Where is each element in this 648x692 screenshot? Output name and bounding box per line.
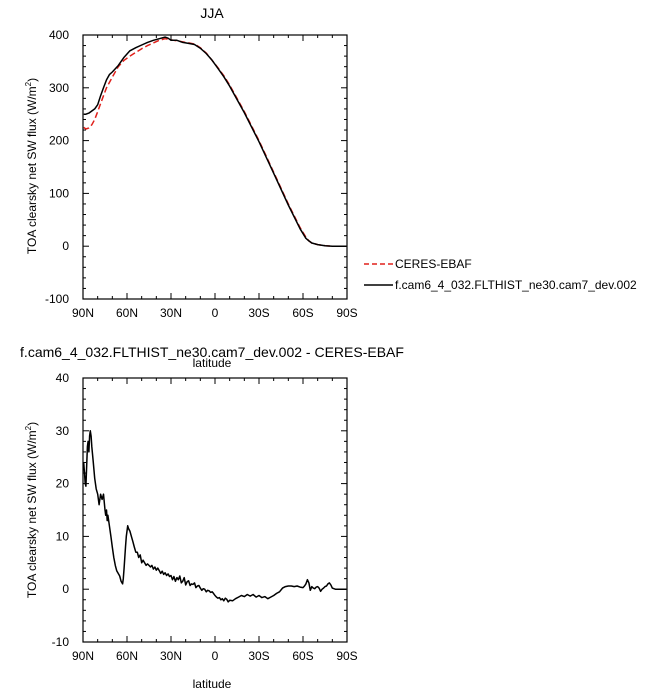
x-axis-label: latitude: [193, 356, 232, 370]
y-tick-label: 40: [56, 371, 70, 385]
x-tick-label: 0: [212, 649, 219, 663]
x-tick-label: 30N: [160, 306, 182, 320]
y-tick-label: 0: [62, 239, 69, 253]
y-tick-label: 10: [56, 529, 70, 543]
x-tick-label: 60N: [116, 306, 138, 320]
y-tick-label: 100: [49, 186, 69, 200]
x-tick-label: 0: [212, 306, 219, 320]
y-axis-label-end: ): [25, 422, 39, 426]
y-axis-label: TOA clearsky net SW flux (W/m2): [24, 78, 39, 254]
chart-panel-top: JJA 90N 60N 30N 0 30S 60S 90S 400 300 200 100 0 -100…: [24, 5, 637, 370]
x-axis-label: latitude: [193, 677, 232, 691]
x-tick-label: 30N: [160, 649, 182, 663]
x-tick-label: 90N: [72, 649, 94, 663]
x-tick-label: 30S: [248, 306, 269, 320]
series-line-1: [83, 36, 347, 247]
chart-title: f.cam6_4_032.FLTHIST_ne30.cam7_dev.002 -…: [20, 344, 404, 360]
x-tick-label: 90S: [336, 649, 357, 663]
series-line-0: [82, 430, 347, 603]
y-axis-label-end: ): [25, 78, 39, 82]
x-tick-label: 60S: [292, 306, 313, 320]
y-tick-label: 200: [49, 134, 69, 148]
y-axis-label-sup: 2: [24, 81, 33, 86]
y-tick-label: 0: [62, 582, 69, 596]
chart-panel-bottom: f.cam6_4_032.FLTHIST_ne30.cam7_dev.002 -…: [20, 344, 404, 691]
legend-label-model: f.cam6_4_032.FLTHIST_ne30.cam7_dev.002: [395, 278, 637, 292]
y-axis-label: TOA clearsky net SW flux (W/m2): [24, 422, 39, 598]
series-line-0: [83, 37, 347, 247]
y-tick-label: 30: [56, 424, 70, 438]
plot-frame: [82, 34, 348, 300]
legend-label-ceres: CERES-EBAF: [395, 257, 472, 271]
x-tick-label: 60N: [116, 649, 138, 663]
plot-frame: [82, 377, 348, 643]
y-tick-label: 20: [56, 477, 70, 491]
y-axis-label-main: TOA clearsky net SW flux (W/m: [25, 430, 39, 598]
plot-area: 90N 60N 30N 0 30S 60S 90S 40 30 20 10 0 -10: [52, 371, 358, 663]
y-tick-label: 400: [49, 28, 69, 42]
y-axis-label-main: TOA clearsky net SW flux (W/m: [25, 86, 39, 254]
y-tick-label: -100: [45, 292, 69, 306]
x-tick-label: 60S: [292, 649, 313, 663]
y-tick-label: 300: [49, 81, 69, 95]
legend: CERES-EBAF f.cam6_4_032.FLTHIST_ne30.cam…: [364, 257, 637, 292]
y-axis-label-sup: 2: [24, 425, 33, 430]
x-tick-label: 90N: [72, 306, 94, 320]
y-tick-label: -10: [52, 635, 70, 649]
plot-area: 90N 60N 30N 0 30S 60S 90S 400 300 200 100 0 -100: [45, 28, 358, 320]
x-tick-label: 90S: [336, 306, 357, 320]
x-tick-label: 30S: [248, 649, 269, 663]
chart-title: JJA: [200, 5, 224, 21]
